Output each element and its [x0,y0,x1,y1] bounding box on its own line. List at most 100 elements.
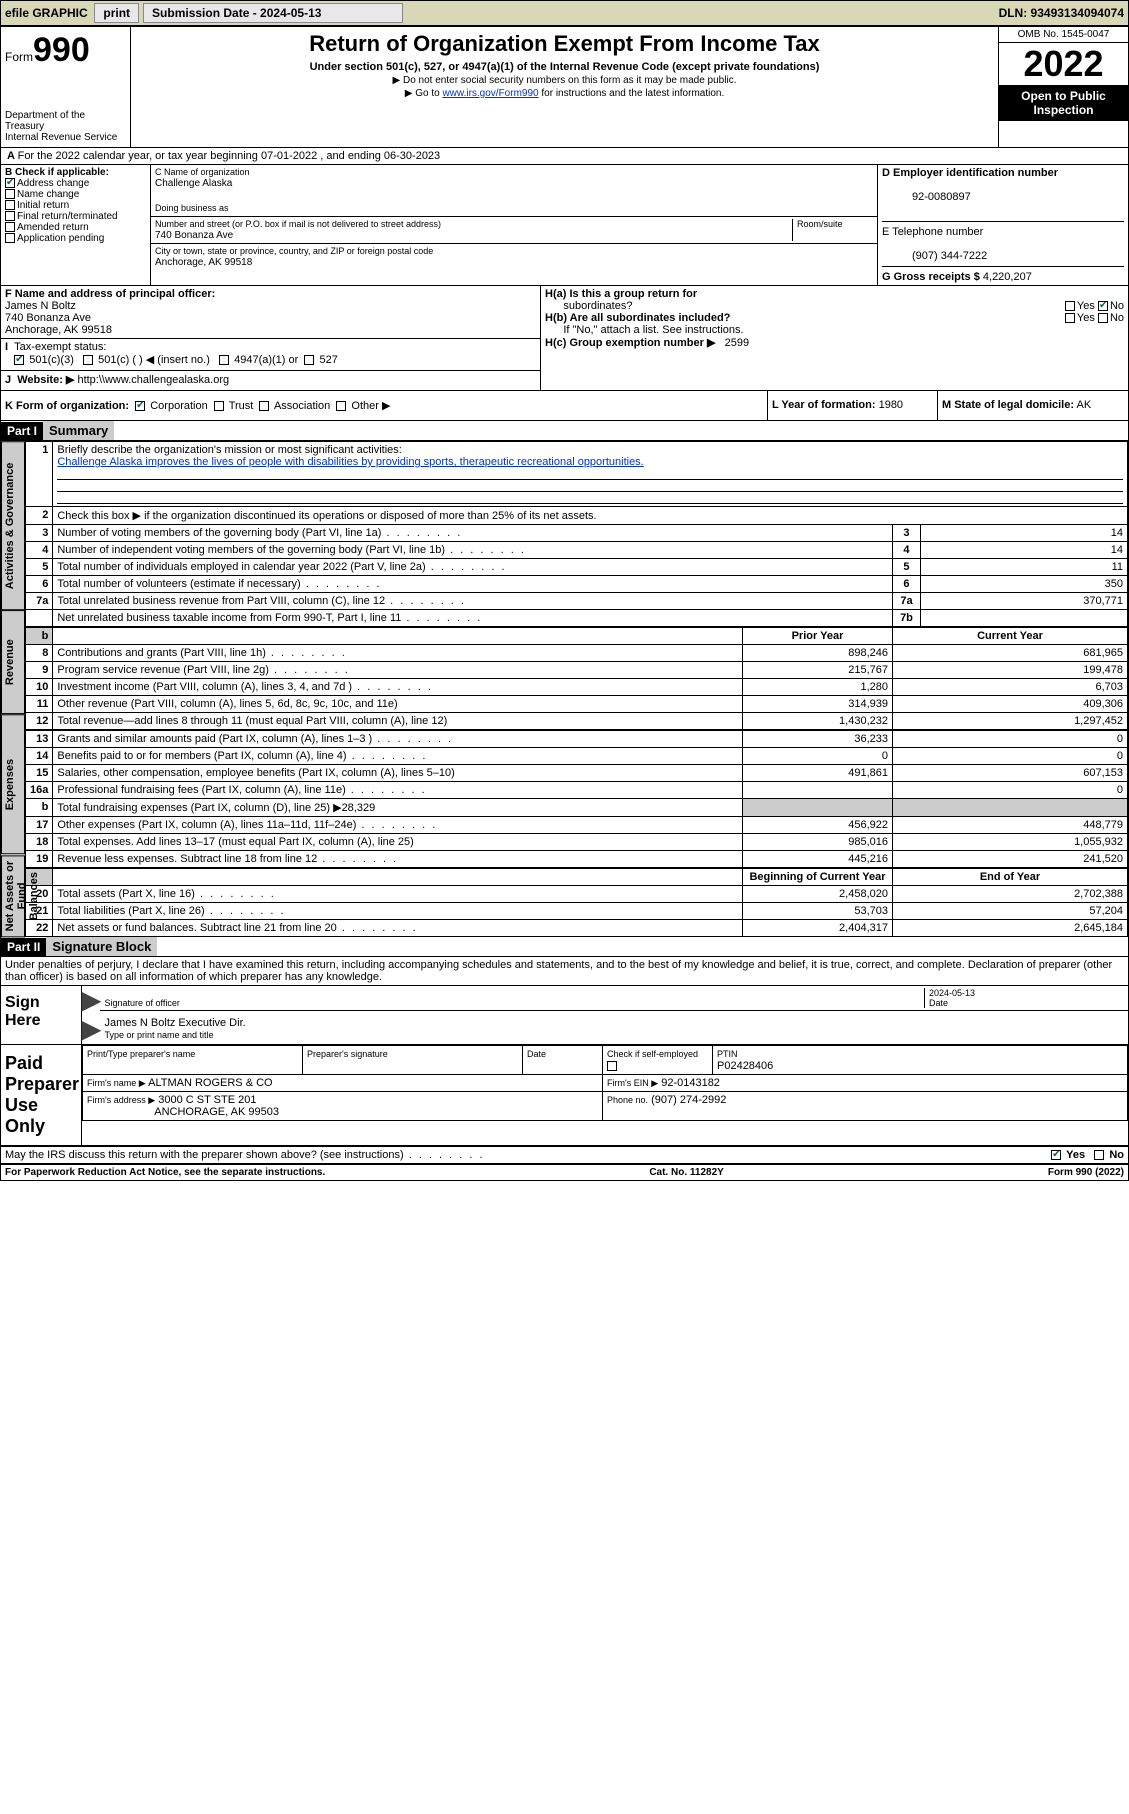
l20: Total assets (Part X, line 16) [57,888,275,900]
table-row: 4Number of independent voting members of… [26,542,1128,559]
part-ii-header: Part IISignature Block [1,937,1128,957]
chk-name-change[interactable] [5,189,15,199]
c18: 1,055,932 [892,834,1127,851]
dln-label: DLN: 93493134094074 [999,6,1124,20]
chk-application[interactable] [5,233,15,243]
chk-hb-no[interactable] [1098,313,1108,323]
period-row: A For the 2022 calendar year, or tax yea… [1,148,1128,165]
l17: Other expenses (Part IX, column (A), lin… [57,819,437,831]
m-label: M State of legal domicile: [942,399,1074,411]
l14: Benefits paid to or for members (Part IX… [57,750,427,762]
goto-pre: ▶ Go to [405,88,443,99]
beg-year: Beginning of Current Year [749,871,885,883]
table-row: Net unrelated business taxable income fr… [26,610,1128,628]
chk-hb-yes[interactable] [1065,313,1075,323]
chk-initial[interactable] [5,200,15,210]
dept-treasury: Department of the Treasury [5,110,126,132]
p18: 985,016 [742,834,892,851]
table-row: 5Total number of individuals employed in… [26,559,1128,576]
chk-ha-yes[interactable] [1065,301,1075,311]
form-word: Form [5,50,33,64]
table-row: 9Program service revenue (Part VIII, lin… [26,662,1128,679]
city-label: City or town, state or province, country… [155,246,433,256]
print-button[interactable]: print [94,3,139,23]
vtab-revenue: Revenue [1,610,25,714]
pra-notice: For Paperwork Reduction Act Notice, see … [5,1167,325,1178]
table-row: 8Contributions and grants (Part VIII, li… [26,645,1128,662]
chk-501c[interactable] [83,355,93,365]
table-row: 18Total expenses. Add lines 13–17 (must … [26,834,1128,851]
discuss-row: May the IRS discuss this return with the… [1,1147,1128,1165]
opt-other: Other ▶ [351,400,390,412]
chk-ha-no[interactable] [1098,301,1108,311]
c12: 1,297,452 [892,713,1127,731]
hb-yes: Yes [1077,312,1095,324]
header-left: Form990 Department of the Treasury Inter… [1,27,131,147]
gross-value: 4,220,207 [983,271,1032,283]
chk-501c3[interactable] [14,355,24,365]
chk-assoc[interactable] [259,401,269,411]
chk-trust[interactable] [214,401,224,411]
page-footer: For Paperwork Reduction Act Notice, see … [1,1165,1128,1180]
p20: 2,458,020 [742,886,892,903]
header-middle: Return of Organization Exempt From Incom… [131,27,998,147]
chk-address-change[interactable] [5,178,15,188]
l1-value[interactable]: Challenge Alaska improves the lives of p… [57,456,643,468]
pdate-label: Date [527,1049,546,1059]
p21: 53,703 [742,903,892,920]
c13: 0 [892,730,1127,748]
l15: Salaries, other compensation, employee b… [57,767,454,779]
p15: 491,861 [742,765,892,782]
sig-date-label: Date [929,998,948,1008]
chk-amended[interactable] [5,222,15,232]
discuss-text: May the IRS discuss this return with the… [5,1149,485,1161]
c22: 2,645,184 [892,920,1127,937]
c21: 57,204 [892,903,1127,920]
preparer-table: Print/Type preparer's name Preparer's si… [82,1045,1128,1121]
form-title: Return of Organization Exempt From Incom… [135,31,994,57]
firm-name: ALTMAN ROGERS & CO [148,1077,272,1089]
l7a-text: Total unrelated business revenue from Pa… [57,595,466,607]
opt-4947: 4947(a)(1) or [234,354,298,366]
street: 740 Bonanza Ave [155,230,233,241]
firm-ein-label: Firm's EIN ▶ [607,1078,658,1088]
chk-discuss-no[interactable] [1094,1150,1104,1160]
sig-officer-label: Signature of officer [104,998,179,1008]
table-row: 7aTotal unrelated business revenue from … [26,593,1128,610]
table-row: 11Other revenue (Part VIII, column (A), … [26,696,1128,713]
declaration: Under penalties of perjury, I declare th… [1,957,1128,986]
table-row: 2Check this box ▶ if the organization di… [26,507,1128,525]
ptin-value: P02428406 [717,1060,773,1072]
col-d: D Employer identification number 92-0080… [878,165,1128,285]
vtab-netassets: Net Assets or Fund Balances [1,855,25,937]
tax-status-label: Tax-exempt status: [14,341,106,353]
opt-application: Application pending [17,233,104,244]
form-header: Form990 Department of the Treasury Inter… [1,27,1128,148]
discuss-yes: Yes [1066,1149,1085,1161]
p16a [742,782,892,799]
chk-527[interactable] [304,355,314,365]
chk-final[interactable] [5,211,15,221]
c11: 409,306 [892,696,1127,713]
chk-4947[interactable] [219,355,229,365]
arrow-icon: ▶ [82,986,100,1015]
p12: 1,430,232 [742,713,892,731]
l22: Net assets or fund balances. Subtract li… [57,922,417,934]
chk-other[interactable] [336,401,346,411]
submission-date-button[interactable]: Submission Date - 2024-05-13 [143,3,403,23]
chk-discuss-yes[interactable] [1051,1150,1061,1160]
form990-link[interactable]: www.irs.gov/Form990 [442,88,538,99]
p14: 0 [742,748,892,765]
form-number: 990 [33,31,90,69]
paid-preparer-block: Paid Preparer Use Only Print/Type prepar… [1,1045,1128,1147]
table-row: 16aProfessional fundraising fees (Part I… [26,782,1128,799]
chk-corp[interactable] [135,401,145,411]
opt-amended: Amended return [17,222,89,233]
table-row: 17Other expenses (Part IX, column (A), l… [26,817,1128,834]
p9: 215,767 [742,662,892,679]
firm-phone: (907) 274-2992 [651,1094,726,1106]
p10: 1,280 [742,679,892,696]
chk-self-employed[interactable] [607,1061,617,1071]
l21: Total liabilities (Part X, line 26) [57,905,285,917]
pname-label: Print/Type preparer's name [87,1049,195,1059]
